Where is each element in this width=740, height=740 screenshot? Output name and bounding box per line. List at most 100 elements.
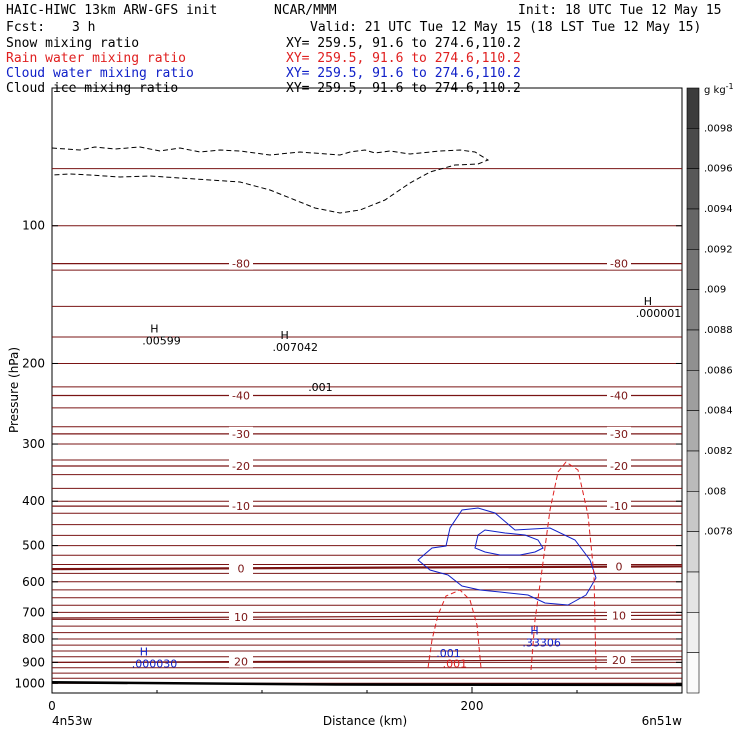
- rain-water-contour-left: [427, 589, 482, 669]
- contour-label-bg: [229, 499, 253, 513]
- colorbar-tick: .009: [704, 285, 726, 296]
- header-valid: Valid: 21 UTC Tue 12 May 15 (18 LST Tue …: [310, 20, 701, 35]
- x-axis-right-endpoint: 6n51w: [642, 714, 683, 728]
- y-tick-label: 400: [22, 494, 45, 508]
- colorbar-tick: .0094: [704, 204, 733, 215]
- colorbar-box: [686, 652, 700, 694]
- contour-label: -20: [610, 460, 628, 473]
- contour-label-bg: [229, 561, 253, 575]
- contour-label-bg: [607, 458, 631, 472]
- field-xy-snow: XY= 259.5, 91.6 to 274.6,110.2: [286, 36, 521, 51]
- field-annotations: H.00599 H.007042.001H.000001H.33306.001.0…: [132, 295, 682, 671]
- colorbar-box: [686, 491, 700, 532]
- temperature-contours: [51, 168, 683, 684]
- x-axis-ticks: 0 200: [48, 687, 578, 713]
- terrain-line: [51, 681, 683, 687]
- y-tick-label: 800: [22, 632, 45, 646]
- y-tick-label: 100: [22, 219, 45, 233]
- colorbar-box: [686, 571, 700, 613]
- colorbar-box: [686, 289, 700, 331]
- temperature-contour-labels: -80 -80 -40 -40 -30 -30 -20 -20 -10 -10 0 0 10 10 20 20: [229, 256, 631, 669]
- field-value-label: .000030: [132, 657, 178, 670]
- colorbar-box: [686, 249, 700, 290]
- extremum-marker: H: [281, 329, 289, 342]
- field-name-cloud-water: Cloud water mixing ratio: [6, 66, 194, 81]
- colorbar-ticks: .0098 .0096 .0094 .0092 .009 .0088 .0086 .0084.…: [704, 123, 733, 537]
- cloud-water-contour-outer: [417, 507, 597, 606]
- field-value-label: .001: [308, 381, 333, 394]
- colorbar-box: [686, 329, 700, 371]
- contour-label-bg: [607, 388, 631, 402]
- contour-label-bg: [607, 652, 631, 666]
- field-xy-cloud-ice: XY= 259.5, 91.6 to 274.6,110.2: [286, 81, 521, 96]
- contour-label: -30: [232, 428, 250, 441]
- cloud-water-contour-inner: [474, 529, 544, 556]
- contour-label: 0: [616, 561, 623, 574]
- extremum-marker: H: [140, 645, 148, 658]
- header-title: HAIC-HIWC 13km ARW-GFS init: [6, 3, 217, 18]
- contour-label: -20: [232, 460, 250, 473]
- contour-label-bg: [607, 559, 631, 573]
- contour-label: -40: [232, 390, 250, 403]
- contour-label: -80: [232, 258, 250, 271]
- field-name-snow: Snow mixing ratio: [6, 36, 139, 51]
- colorbar-box: [686, 531, 700, 573]
- contour-label: 20: [234, 656, 248, 669]
- contour-label: 0: [238, 562, 245, 575]
- colorbar-box: [686, 87, 700, 129]
- contour-label: -40: [610, 390, 628, 403]
- y-tick-label: 1000: [14, 676, 45, 690]
- contour-label-bg: [607, 608, 631, 622]
- x-tick-label: 200: [461, 699, 484, 713]
- colorbar-tick: .0098: [704, 123, 733, 134]
- contour-label: -10: [610, 500, 628, 513]
- contour-label-bg: [229, 610, 253, 624]
- rain-water-contour-right: [530, 461, 597, 671]
- y-tick-label: 500: [22, 539, 45, 553]
- field-value-label: .000001: [636, 307, 682, 320]
- colorbar-tick: .0088: [704, 325, 733, 336]
- x-axis-label: Distance (km): [323, 714, 407, 728]
- header-init: Init: 18 UTC Tue 12 May 15: [518, 3, 722, 18]
- y-tick-label: 600: [22, 575, 45, 589]
- contour-label: 20: [612, 654, 626, 667]
- colorbar-tick: .0092: [704, 244, 733, 255]
- extremum-marker: H: [530, 625, 538, 638]
- contour-label-bg: [229, 458, 253, 472]
- colorbar-box: [686, 128, 700, 169]
- x-axis-left-endpoint: 4n53w: [52, 714, 93, 728]
- colorbar-tick: .0082: [704, 446, 733, 457]
- header-fcst-value: 3 h: [72, 20, 95, 35]
- contour-label-bg: [229, 388, 253, 402]
- colorbar-tick: .0096: [704, 164, 733, 175]
- contour-label: 10: [612, 610, 626, 623]
- contour-label-bg: [229, 256, 253, 270]
- y-axis-label: Pressure (hPa): [7, 347, 21, 433]
- colorbar-tick: .0078: [704, 527, 733, 538]
- extremum-marker: H: [644, 295, 652, 308]
- contour-label-bg: [229, 426, 253, 440]
- contour-label-bg: [607, 426, 631, 440]
- field-value-label: .001: [443, 657, 468, 670]
- colorbar-tick: .008: [704, 486, 726, 497]
- colorbar-unit: g kg-1: [704, 82, 734, 96]
- contour-label-bg: [607, 499, 631, 513]
- colorbar-box: [686, 168, 700, 210]
- y-tick-label: 900: [22, 655, 45, 669]
- colorbar-box: [686, 612, 700, 653]
- contour-label-bg: [607, 256, 631, 270]
- y-tick-label: 200: [22, 356, 45, 370]
- labeled-isotherm: [51, 614, 683, 619]
- x-tick-label: 0: [48, 699, 56, 713]
- header-fcst-label: Fcst:: [6, 20, 45, 35]
- colorbar-box: [686, 450, 700, 492]
- contour-label: -10: [232, 500, 250, 513]
- colorbar: [686, 87, 700, 694]
- field-value-label: .00599: [142, 334, 181, 347]
- field-name-cloud-ice: Cloud ice mixing ratio: [6, 81, 178, 96]
- header-org: NCAR/MMM: [274, 3, 337, 18]
- labeled-isotherm: [51, 659, 683, 663]
- cloud-ice-contour: [51, 146, 490, 214]
